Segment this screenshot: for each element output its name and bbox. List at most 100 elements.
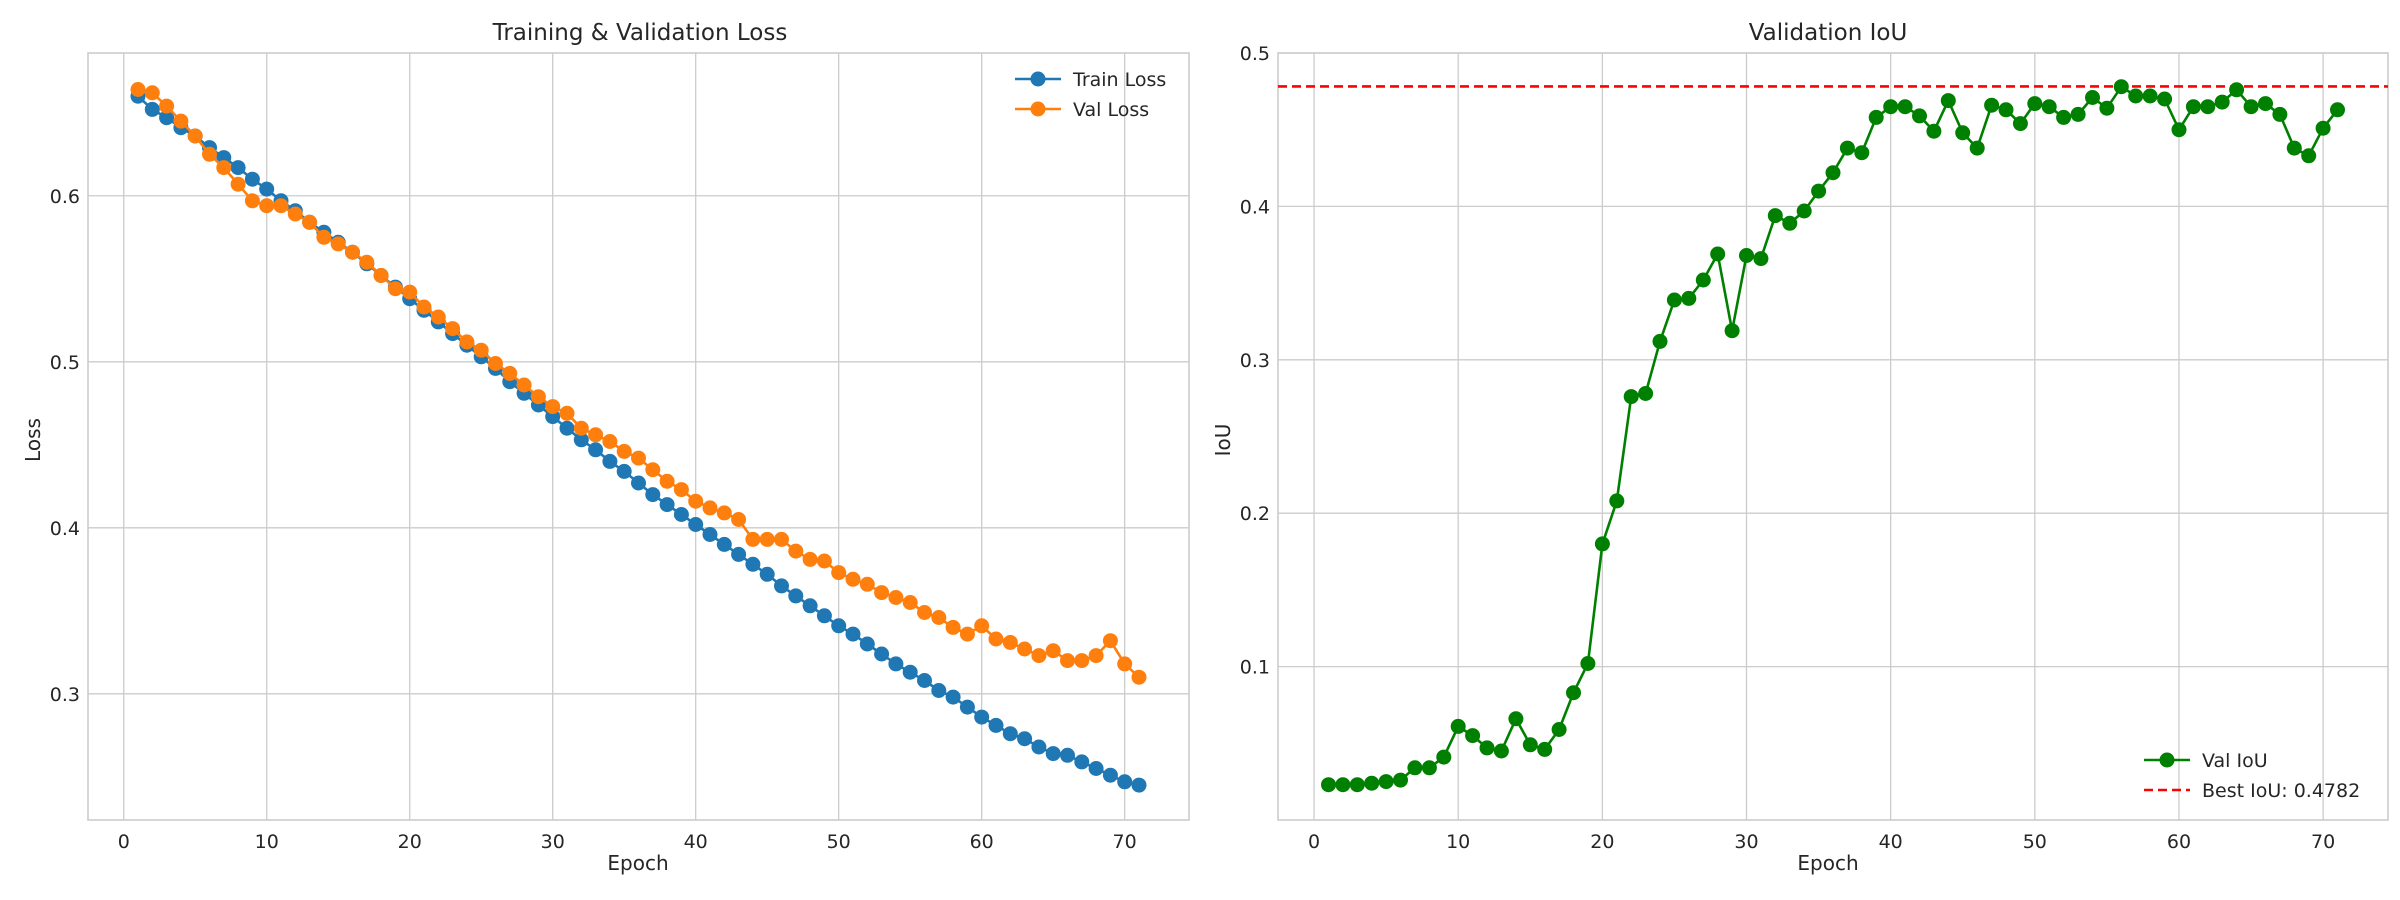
val-iou-point [2286, 140, 2302, 156]
val-loss-point [259, 198, 275, 214]
y-tick-label: 0.4 [1240, 196, 1270, 218]
val-loss-point [859, 576, 875, 592]
val-iou-point [1796, 203, 1812, 219]
val-iou-point [2070, 106, 2086, 122]
val-loss-point [788, 543, 804, 559]
val-iou-point [1378, 774, 1394, 790]
val-iou-point [2027, 96, 2043, 112]
val-iou-point [2113, 79, 2129, 95]
val-iou-point [2185, 99, 2201, 115]
val-iou-point [1926, 123, 1942, 139]
val-loss-point [917, 605, 932, 620]
train-loss-point [159, 110, 175, 126]
val-loss-point [359, 254, 375, 270]
val-loss-point [645, 462, 661, 478]
train-loss-point [888, 656, 904, 672]
val-iou-point [1652, 333, 1668, 349]
val-iou-point [1479, 740, 1495, 756]
x-tick-label: 60 [970, 831, 994, 853]
val-iou-point [2056, 109, 2072, 125]
val-loss-point [402, 284, 418, 300]
iou-chart-xlabel: Epoch [1797, 851, 1858, 875]
train-loss-point [759, 566, 775, 582]
val-loss-point [716, 505, 732, 521]
val-iou-point [1868, 109, 1884, 125]
x-tick-label: 20 [398, 831, 422, 853]
legend-val-iou-marker [2159, 752, 2175, 768]
x-tick-label: 30 [541, 831, 565, 853]
val-iou-point [1753, 251, 1769, 267]
iou-chart-series [1278, 79, 2388, 793]
val-iou-point [2200, 99, 2216, 115]
val-iou-point [1566, 685, 1581, 701]
loss-chart-grid [88, 53, 1189, 820]
val-loss-point [588, 427, 604, 443]
val-iou-point [1724, 323, 1740, 339]
val-iou-point [1465, 728, 1481, 744]
train-loss-point [931, 683, 947, 698]
legend-train-loss-marker [1030, 71, 1046, 87]
val-loss-point [545, 399, 561, 415]
y-tick-label: 0.3 [50, 684, 80, 706]
x-tick-label: 70 [1113, 831, 1137, 853]
val-iou-point [1854, 145, 1870, 161]
y-tick-label: 0.4 [50, 518, 80, 540]
val-loss-point [602, 434, 618, 449]
loss-chart-ticks: 0 10 20 30 40 50 60 70 0.3 0.4 0.5 0.6 [50, 186, 1137, 853]
x-tick-label: 20 [1590, 831, 1614, 853]
train-loss-point [745, 556, 761, 572]
train-loss-point [959, 699, 975, 715]
val-iou-point [1969, 140, 1985, 156]
val-loss-point [230, 176, 246, 192]
y-tick-label: 0.2 [1240, 503, 1270, 525]
val-loss-point [631, 450, 646, 466]
val-loss-point [144, 85, 160, 101]
val-iou-point [2243, 99, 2259, 115]
val-iou-point [1407, 760, 1423, 776]
val-loss-point [473, 342, 489, 358]
val-loss-point [731, 512, 747, 527]
val-loss-point [330, 236, 346, 252]
val-iou-point [1782, 215, 1798, 231]
val-loss-point [774, 531, 789, 547]
train-loss-point [1031, 739, 1047, 755]
val-iou-point [1436, 749, 1452, 765]
val-iou-point [1623, 389, 1639, 405]
train-loss-point [845, 626, 861, 642]
val-iou-point [1594, 536, 1610, 552]
val-loss-point [745, 531, 761, 547]
val-iou-point [1883, 99, 1899, 115]
val-iou-point [1710, 246, 1726, 262]
train-loss-point [588, 442, 604, 458]
val-iou-point [1955, 125, 1971, 141]
train-loss-point [702, 527, 718, 542]
loss-chart-series [130, 82, 1147, 793]
val-loss-point [459, 334, 475, 350]
val-iou-point [1940, 93, 1956, 109]
train-loss-point [631, 475, 646, 491]
val-iou-point [2085, 90, 2100, 105]
val-iou-point [1984, 97, 2000, 113]
val-iou-point [1364, 775, 1380, 791]
x-tick-label: 60 [2167, 831, 2191, 853]
val-loss-point [945, 619, 961, 635]
val-loss-point [287, 206, 303, 222]
legend-val-iou-label: Val IoU [2202, 750, 2268, 772]
train-loss-point [917, 673, 932, 688]
val-loss-point [1117, 656, 1133, 672]
val-iou-point [2012, 116, 2028, 132]
val-loss-point [702, 500, 718, 516]
val-iou-point [1767, 208, 1783, 224]
train-loss-point [616, 463, 632, 479]
legend-train-loss-label: Train Loss [1072, 69, 1166, 91]
val-loss-point [530, 389, 546, 405]
iou-chart-legend: Val IoU Best IoU: 0.4782 [2144, 750, 2360, 802]
val-loss-point [416, 299, 432, 315]
val-iou-point [1421, 760, 1437, 776]
val-iou-point [1666, 292, 1682, 308]
val-loss-point [316, 229, 332, 245]
val-iou-point [1321, 777, 1336, 793]
val-loss-point [974, 618, 990, 634]
val-loss-point [273, 198, 289, 214]
